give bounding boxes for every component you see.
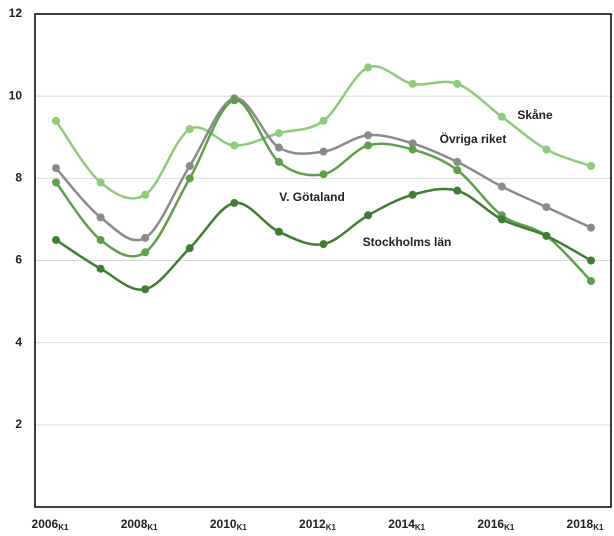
x-tick-year: 2014 xyxy=(388,517,415,531)
point xyxy=(319,116,328,125)
y-tick-label: 6 xyxy=(15,253,22,267)
series-label: V. Götaland xyxy=(279,190,345,204)
y-tick-label: 2 xyxy=(15,417,22,431)
point xyxy=(141,248,150,257)
point xyxy=(185,125,194,134)
point xyxy=(408,190,417,199)
x-tick-subscript: K1 xyxy=(147,523,158,532)
point xyxy=(497,215,506,224)
point xyxy=(408,139,417,148)
point xyxy=(96,178,105,187)
point xyxy=(453,157,462,166)
point xyxy=(185,244,194,253)
point xyxy=(141,190,150,199)
point xyxy=(274,227,283,236)
point xyxy=(230,96,239,105)
y-tick-label: 10 xyxy=(9,88,23,102)
point xyxy=(52,178,60,187)
point xyxy=(453,79,462,88)
plot-frame xyxy=(34,13,612,508)
point xyxy=(274,157,283,166)
point xyxy=(542,145,551,154)
point xyxy=(364,131,373,140)
x-tick-subscript: K1 xyxy=(237,523,248,532)
x-tick-subscript: K1 xyxy=(326,523,337,532)
point xyxy=(52,235,60,244)
x-tick-year: 2006 xyxy=(32,517,59,531)
series-label: Stockholms län xyxy=(363,235,452,249)
point xyxy=(364,63,373,72)
point xyxy=(542,231,551,240)
point xyxy=(542,203,551,212)
x-tick-year: 2018 xyxy=(567,517,594,531)
point xyxy=(453,166,462,175)
point xyxy=(52,116,60,125)
point xyxy=(185,174,194,183)
x-tick-subscript: K1 xyxy=(504,523,515,532)
point xyxy=(319,240,328,249)
point xyxy=(96,235,105,244)
x-tick-label: 2006K1 xyxy=(32,517,69,532)
point xyxy=(497,182,506,191)
y-tick-label: 8 xyxy=(15,171,22,185)
point xyxy=(274,129,283,138)
x-tick-label: 2008K1 xyxy=(121,517,158,532)
point xyxy=(96,213,105,222)
x-tick-subscript: K1 xyxy=(593,523,604,532)
x-tick-label: 2018K1 xyxy=(567,517,604,532)
point xyxy=(408,79,417,88)
x-tick-label: 2010K1 xyxy=(210,517,247,532)
x-tick-label: 2016K1 xyxy=(477,517,514,532)
point xyxy=(319,147,328,156)
point xyxy=(319,170,328,179)
point xyxy=(230,198,239,207)
x-tick-label: 2012K1 xyxy=(299,517,336,532)
y-tick-label: 4 xyxy=(15,335,22,349)
point xyxy=(96,264,105,273)
series-label: Skåne xyxy=(517,108,553,122)
x-tick-label: 2014K1 xyxy=(388,517,425,532)
point xyxy=(453,186,462,195)
point xyxy=(497,112,506,121)
point xyxy=(141,285,150,294)
x-tick-year: 2010 xyxy=(210,517,237,531)
point xyxy=(587,256,595,265)
point xyxy=(587,223,595,232)
x-tick-year: 2016 xyxy=(477,517,504,531)
point xyxy=(408,145,417,154)
point xyxy=(141,233,150,242)
point xyxy=(274,143,283,152)
series-label: Övriga riket xyxy=(440,131,507,146)
point xyxy=(587,162,595,171)
point xyxy=(52,164,60,173)
point xyxy=(364,141,373,150)
point xyxy=(364,211,373,220)
x-tick-subscript: K1 xyxy=(58,523,69,532)
point xyxy=(587,277,595,286)
point xyxy=(185,162,194,171)
x-tick-year: 2012 xyxy=(299,517,326,531)
x-tick-year: 2008 xyxy=(121,517,148,531)
point xyxy=(230,141,239,150)
x-tick-subscript: K1 xyxy=(415,523,426,532)
y-tick-label: 12 xyxy=(9,6,23,20)
